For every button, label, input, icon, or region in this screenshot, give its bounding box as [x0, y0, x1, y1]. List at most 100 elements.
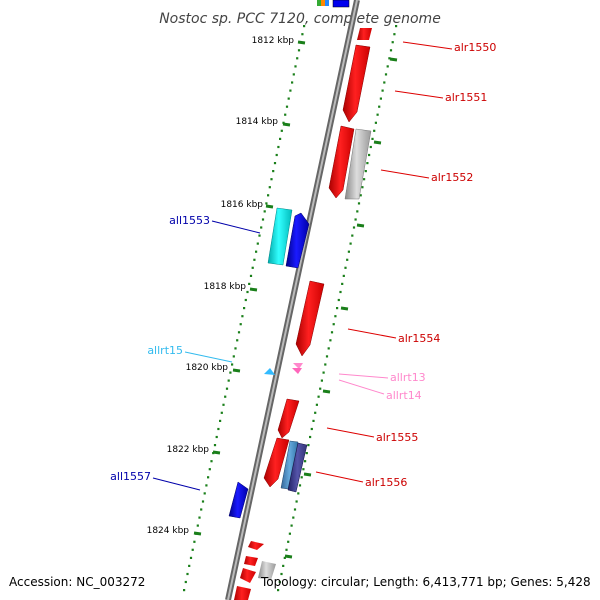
scale-tick-dot — [210, 460, 213, 463]
gene-top-partial-red[interactable] — [357, 28, 372, 40]
scale-tick-dot — [224, 395, 227, 398]
gene-alr1556-red[interactable] — [263, 437, 290, 488]
gene-label-group: alr1550 alr1551 alr1552 all1553 alr1554 … — [110, 41, 496, 491]
scale-tick-dot — [295, 500, 298, 503]
scale-tick-dot — [325, 355, 329, 358]
scale-tick-dot — [351, 234, 354, 237]
scale-tick-dot — [344, 266, 347, 269]
scale-tick-dot — [312, 419, 315, 422]
label-alr1555[interactable]: alr1555 — [376, 431, 418, 444]
gene-alr1555[interactable] — [277, 398, 300, 439]
scale-label-1818: 1818 kbp — [204, 282, 247, 292]
scale-tick-dot — [352, 226, 356, 229]
scale-tick-dot — [386, 65, 389, 68]
label-alr1551[interactable]: alr1551 — [445, 91, 487, 104]
gene-bottom-red-2[interactable] — [244, 556, 258, 566]
scale-tick-dot — [289, 89, 292, 92]
scale-tick-dot — [277, 145, 280, 149]
gene-alr1551[interactable] — [342, 44, 371, 123]
scale-tick-dot — [208, 468, 211, 471]
gene-allrt15[interactable] — [264, 368, 275, 375]
scale-tick-dot — [290, 524, 293, 527]
label-allrt14[interactable]: allrt14 — [386, 389, 422, 402]
gene-bottom-red-1[interactable] — [248, 541, 264, 550]
map-title: Nostoc sp. PCC 7120, complete genome — [159, 11, 441, 27]
gene-bottom-grey[interactable] — [258, 561, 276, 580]
scale-tick-dot — [219, 419, 222, 422]
scale-tick-dot — [300, 476, 303, 479]
scale-tick-dot — [241, 315, 244, 318]
gene-top-partial-multicolor[interactable] — [317, 0, 350, 8]
gene-all1553-blue[interactable] — [285, 212, 310, 269]
scale-tick-dot — [389, 49, 393, 52]
gene-alr1556-purple[interactable] — [287, 442, 308, 493]
scale-tick-dot — [314, 411, 317, 414]
scale-tick-dot — [198, 516, 201, 519]
scale-tick-dot — [339, 290, 342, 294]
gene-alr1554[interactable] — [295, 280, 325, 357]
gene-allrt13-allrt14[interactable] — [292, 363, 303, 374]
label-alr1552[interactable]: alr1552 — [431, 171, 473, 184]
scale-tick-dot — [220, 411, 223, 414]
scale-tick-dot — [231, 363, 234, 366]
scale-tick-dot — [354, 218, 357, 221]
label-alr1550[interactable]: alr1550 — [454, 41, 496, 54]
scale-labels: 1812 kbp 1814 kbp 1816 kbp 1818 kbp 1820… — [147, 36, 306, 536]
gene-all1557[interactable] — [228, 481, 249, 519]
scale-tick-dot — [379, 97, 382, 100]
scale-tick-dot — [267, 194, 270, 197]
right-scale-track — [277, 25, 398, 592]
label-alr1554[interactable]: alr1554 — [398, 332, 440, 345]
scale-tick-dot — [296, 57, 299, 60]
scale-tick-dot — [287, 97, 290, 100]
scale-tick-dot — [381, 89, 384, 92]
scale-tick-dot — [391, 41, 394, 44]
scale-tick-dot — [284, 113, 287, 116]
scale-tick-dot — [366, 162, 369, 165]
label-allrt13[interactable]: allrt13 — [390, 371, 426, 384]
scale-tick-dot — [253, 258, 256, 261]
scale-tick-dot — [301, 33, 304, 36]
scale-tick-dot — [361, 186, 364, 189]
scale-tick-dot — [277, 589, 280, 592]
scale-tick-dot — [196, 524, 199, 527]
label-all1553[interactable]: all1553 — [169, 214, 210, 227]
right-major-ticks — [284, 57, 398, 559]
scale-tick-dot — [201, 500, 205, 503]
scale-tick-dot — [294, 65, 297, 68]
scale-label-1822: 1822 kbp — [167, 445, 210, 455]
scale-tick-dot — [373, 129, 376, 132]
scale-tick-dot — [232, 355, 235, 358]
scale-tick-dot — [213, 444, 217, 447]
scale-tick-dot — [275, 153, 278, 157]
scale-tick-dot — [205, 484, 208, 487]
scale-tick-dot — [363, 178, 366, 181]
accession-text: Accession: NC_003272 — [9, 575, 145, 589]
scale-tick-dot — [298, 484, 302, 487]
scale-tick-dot — [200, 508, 203, 511]
scale-tick-dot — [305, 452, 308, 455]
scale-tick-dot — [327, 347, 330, 350]
scale-tick-dot — [236, 339, 239, 342]
scale-tick-dot — [297, 492, 300, 495]
scale-tick-dot — [229, 371, 232, 374]
scale-label-1820: 1820 kbp — [186, 363, 229, 373]
scale-tick-dot — [292, 73, 295, 76]
scale-tick-dot — [388, 57, 391, 60]
gene-alr1552-red[interactable] — [328, 125, 355, 199]
label-alr1556[interactable]: alr1556 — [365, 476, 407, 489]
label-allrt15[interactable]: allrt15 — [147, 344, 183, 357]
scale-tick-dot — [364, 170, 367, 173]
gene-bottom-red-4[interactable] — [234, 586, 251, 600]
label-all1557[interactable]: all1557 — [110, 470, 151, 483]
gene-bottom-red-3[interactable] — [240, 568, 256, 583]
gene-all1553-cyan[interactable] — [267, 207, 293, 266]
scale-label-1816: 1816 kbp — [221, 200, 264, 210]
gene-alr1552-grey[interactable] — [344, 128, 372, 200]
scale-tick-dot — [265, 202, 268, 205]
scale-tick-dot — [270, 178, 273, 181]
scale-tick-dot — [191, 548, 194, 551]
scale-tick-dot — [255, 250, 258, 253]
scale-tick-dot — [283, 556, 286, 559]
scale-tick-dot — [346, 258, 349, 261]
